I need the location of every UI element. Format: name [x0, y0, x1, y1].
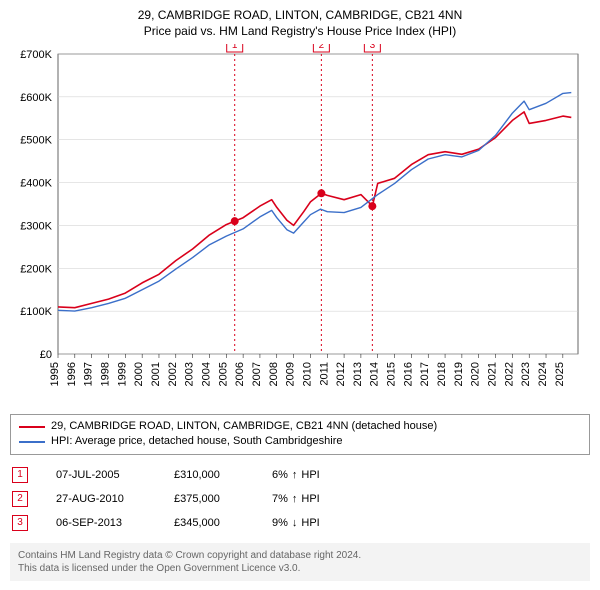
- legend: 29, CAMBRIDGE ROAD, LINTON, CAMBRIDGE, C…: [10, 414, 590, 455]
- event-marker-icon: 1: [12, 467, 28, 483]
- arrow-up-icon: ↑: [292, 469, 298, 481]
- svg-text:£700K: £700K: [20, 49, 52, 61]
- svg-text:2009: 2009: [285, 362, 297, 386]
- svg-text:2021: 2021: [487, 362, 499, 386]
- event-row: 2 27-AUG-2010 £375,000 7% ↑ HPI: [10, 487, 590, 511]
- svg-text:2022: 2022: [503, 362, 515, 386]
- svg-text:2013: 2013: [352, 362, 364, 386]
- event-row: 1 07-JUL-2005 £310,000 6% ↑ HPI: [10, 463, 590, 487]
- chart-svg: £0 £100K £200K £300K £400K £500K £600K £700K 199…: [10, 44, 590, 404]
- event-row: 3 06-SEP-2013 £345,000 9% ↓ HPI: [10, 511, 590, 535]
- event-price: £375,000: [174, 493, 244, 505]
- svg-text:£0: £0: [40, 349, 52, 361]
- svg-text:2: 2: [319, 44, 325, 51]
- svg-text:2000: 2000: [133, 362, 145, 386]
- svg-text:£100K: £100K: [20, 306, 52, 318]
- title-subtitle: Price paid vs. HM Land Registry's House …: [10, 24, 590, 38]
- svg-text:£500K: £500K: [20, 135, 52, 147]
- svg-text:2019: 2019: [453, 362, 465, 386]
- arrow-up-icon: ↑: [292, 493, 298, 505]
- chart: £0 £100K £200K £300K £400K £500K £600K £700K 199…: [10, 44, 590, 404]
- event-delta: 6% ↑ HPI: [272, 469, 320, 481]
- svg-text:2008: 2008: [268, 362, 280, 386]
- event-delta: 9% ↓ HPI: [272, 517, 320, 529]
- svg-text:2014: 2014: [369, 362, 381, 386]
- event-delta: 7% ↑ HPI: [272, 493, 320, 505]
- svg-text:2005: 2005: [217, 362, 229, 386]
- svg-text:2006: 2006: [234, 362, 246, 386]
- svg-text:1998: 1998: [99, 362, 111, 386]
- event-date: 07-JUL-2005: [56, 469, 146, 481]
- svg-text:2004: 2004: [200, 362, 212, 386]
- svg-text:£400K: £400K: [20, 178, 52, 190]
- svg-text:1: 1: [232, 44, 238, 51]
- svg-text:2010: 2010: [301, 362, 313, 386]
- svg-text:2011: 2011: [318, 362, 330, 386]
- svg-text:2003: 2003: [184, 362, 196, 386]
- events-table: 1 07-JUL-2005 £310,000 6% ↑ HPI 2 27-AUG…: [10, 463, 590, 535]
- event-price: £345,000: [174, 517, 244, 529]
- svg-text:2023: 2023: [520, 362, 532, 386]
- title-address: 29, CAMBRIDGE ROAD, LINTON, CAMBRIDGE, C…: [10, 8, 590, 22]
- svg-text:2025: 2025: [554, 362, 566, 386]
- svg-text:2017: 2017: [419, 362, 431, 386]
- svg-text:2012: 2012: [335, 362, 347, 386]
- svg-text:2002: 2002: [167, 362, 179, 386]
- legend-label: 29, CAMBRIDGE ROAD, LINTON, CAMBRIDGE, C…: [51, 419, 437, 434]
- legend-label: HPI: Average price, detached house, Sout…: [51, 434, 342, 449]
- svg-text:1995: 1995: [49, 362, 61, 386]
- svg-text:3: 3: [370, 44, 376, 51]
- svg-text:2018: 2018: [436, 362, 448, 386]
- legend-item-property: 29, CAMBRIDGE ROAD, LINTON, CAMBRIDGE, C…: [19, 419, 581, 434]
- svg-text:1999: 1999: [116, 362, 128, 386]
- event-marker-icon: 2: [12, 491, 28, 507]
- svg-text:£600K: £600K: [20, 92, 52, 104]
- event-date: 27-AUG-2010: [56, 493, 146, 505]
- attribution: Contains HM Land Registry data © Crown c…: [10, 543, 590, 581]
- svg-text:2024: 2024: [537, 362, 549, 386]
- event-date: 06-SEP-2013: [56, 517, 146, 529]
- title-block: 29, CAMBRIDGE ROAD, LINTON, CAMBRIDGE, C…: [10, 8, 590, 38]
- chart-container: 29, CAMBRIDGE ROAD, LINTON, CAMBRIDGE, C…: [0, 0, 600, 589]
- svg-text:£200K: £200K: [20, 263, 52, 275]
- svg-text:2007: 2007: [251, 362, 263, 386]
- svg-text:1997: 1997: [83, 362, 95, 386]
- legend-swatch: [19, 426, 45, 428]
- attribution-line: Contains HM Land Registry data © Crown c…: [18, 549, 582, 562]
- legend-item-hpi: HPI: Average price, detached house, Sout…: [19, 434, 581, 449]
- arrow-down-icon: ↓: [292, 517, 298, 529]
- svg-text:1996: 1996: [66, 362, 78, 386]
- event-price: £310,000: [174, 469, 244, 481]
- svg-text:£300K: £300K: [20, 220, 52, 232]
- legend-swatch: [19, 441, 45, 443]
- svg-text:2016: 2016: [402, 362, 414, 386]
- svg-text:2001: 2001: [150, 362, 162, 386]
- svg-text:2020: 2020: [470, 362, 482, 386]
- attribution-line: This data is licensed under the Open Gov…: [18, 562, 582, 575]
- svg-text:2015: 2015: [386, 362, 398, 386]
- event-marker-icon: 3: [12, 515, 28, 531]
